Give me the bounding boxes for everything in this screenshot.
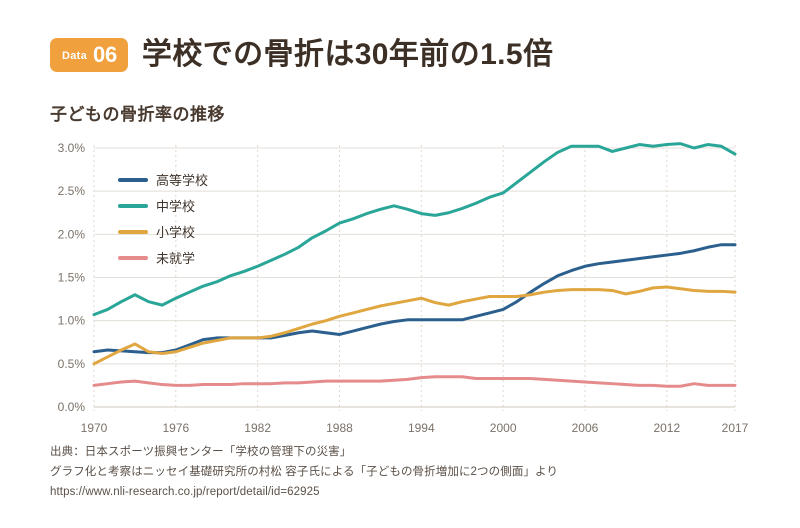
x-axis-tick-label: 1970 bbox=[81, 421, 108, 435]
y-axis-tick-label: 1.0% bbox=[58, 314, 86, 328]
data-badge: Data 06 bbox=[50, 38, 128, 72]
series-line-高等学校 bbox=[92, 243, 737, 355]
x-axis-tick-label: 1994 bbox=[408, 421, 435, 435]
y-axis-tick-label: 1.5% bbox=[58, 271, 86, 285]
y-axis-tick-label: 3.0% bbox=[58, 141, 86, 155]
series-line-小学校 bbox=[92, 285, 737, 366]
header: Data 06 学校での骨折は30年前の1.5倍 bbox=[50, 38, 553, 72]
series-line-中学校 bbox=[92, 142, 737, 317]
footnote-line-1: 出典：日本スポーツ振興センター「学校の管理下の災害」 bbox=[50, 446, 352, 458]
page-title: 学校での骨折は30年前の1.5倍 bbox=[141, 38, 554, 71]
badge-label: Data bbox=[62, 49, 88, 62]
y-axis-tick-label: 0.5% bbox=[58, 357, 86, 371]
x-axis-tick-label: 2000 bbox=[490, 421, 517, 435]
series-line-未就学 bbox=[92, 375, 737, 388]
legend-label-中学校: 中学校 bbox=[156, 199, 195, 214]
line-chart: 0.0% 0.5% 1.0% 1.5% 2.0% 2.5% 3.0% 1970 1976 1982… bbox=[44, 134, 756, 440]
y-axis-tick-label: 2.5% bbox=[58, 184, 86, 198]
source-footnote: 出典：日本スポーツ振興センター「学校の管理下の災害」 グラフ化と考察はニッセイ基… bbox=[50, 443, 558, 502]
x-axis-tick-label: 1982 bbox=[244, 421, 271, 435]
x-axis-tick-label: 1988 bbox=[326, 421, 353, 435]
chart-canvas: 0.0% 0.5% 1.0% 1.5% 2.0% 2.5% 3.0% 1970 1976 1982… bbox=[58, 141, 749, 435]
chart-subtitle: 子どもの骨折率の推移 bbox=[50, 105, 225, 124]
badge-number: 06 bbox=[93, 42, 117, 67]
footnote-line-2: グラフ化と考察はニッセイ基礎研究所の村松 容子氏による「子どもの骨折増加に2つの… bbox=[50, 465, 559, 478]
x-axis-tick-label: 2012 bbox=[653, 421, 680, 435]
y-axis-tick-label: 0.0% bbox=[58, 400, 86, 414]
y-axis-tick-label: 2.0% bbox=[58, 227, 86, 241]
legend-label-未就学: 未就学 bbox=[156, 251, 195, 266]
x-axis-tick-label: 1976 bbox=[162, 421, 189, 435]
legend-label-小学校: 小学校 bbox=[156, 225, 195, 240]
legend-label-高等学校: 高等学校 bbox=[156, 173, 208, 188]
footnote-line-3: https://www.nli-research.co.jp/report/de… bbox=[50, 485, 320, 498]
x-axis-tick-label: 2006 bbox=[572, 421, 599, 435]
x-axis-tick-label: 2017 bbox=[722, 421, 749, 435]
